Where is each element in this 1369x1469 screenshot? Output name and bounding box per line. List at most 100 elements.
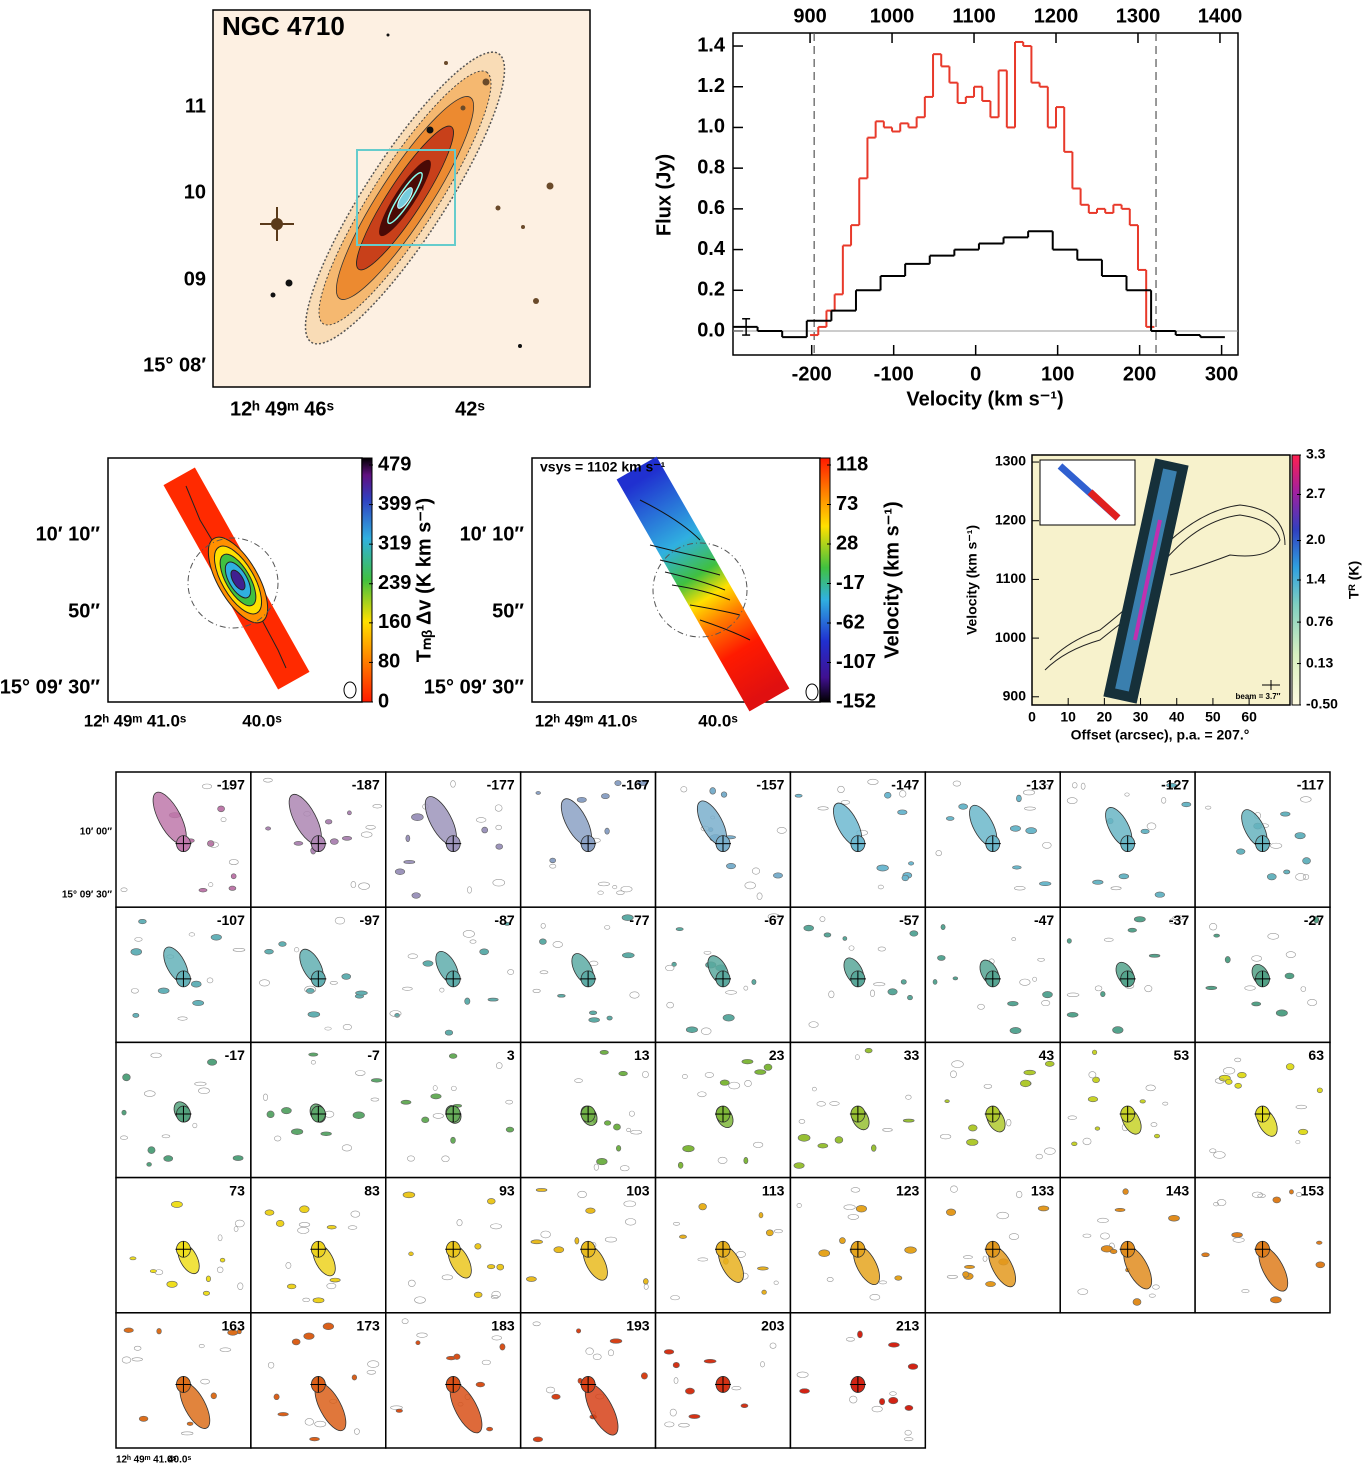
noise-contour <box>274 1135 282 1142</box>
noise-contour <box>202 1290 210 1296</box>
y-tick-label: 1.4 <box>697 34 726 56</box>
noise-contour <box>1241 1289 1250 1294</box>
noise-contour <box>878 1280 887 1285</box>
noise-contour <box>1315 1261 1326 1269</box>
channel-panel: -7 <box>250 1041 387 1179</box>
noise-contour <box>496 1263 505 1271</box>
channel-label: -187 <box>352 777 380 793</box>
x-tick-label: 20 <box>1097 709 1113 725</box>
noise-contour <box>490 1223 502 1230</box>
noise-contour <box>796 1203 802 1208</box>
noise-contour <box>1285 1063 1295 1071</box>
noise-contour <box>873 982 886 987</box>
noise-contour <box>192 1122 198 1129</box>
noise-contour <box>1270 842 1283 849</box>
noise-contour <box>946 1274 958 1279</box>
noise-contour <box>769 1342 777 1349</box>
noise-contour <box>1209 1148 1217 1154</box>
noise-contour <box>469 939 477 944</box>
noise-contour <box>593 1163 599 1171</box>
noise-contour <box>1016 794 1022 803</box>
noise-contour <box>597 881 610 887</box>
noise-contour <box>265 826 272 831</box>
channel-label: 173 <box>356 1318 380 1334</box>
noise-contour <box>403 860 416 864</box>
noise-contour <box>401 1318 409 1325</box>
channel-label: 73 <box>229 1182 245 1198</box>
noise-contour <box>259 979 270 987</box>
y-tick-label: 0.2 <box>697 279 725 301</box>
noise-contour <box>530 1239 543 1245</box>
noise-contour <box>1044 1060 1055 1067</box>
x-tick-label: 100 <box>1041 363 1074 385</box>
noise-contour <box>743 985 749 991</box>
noise-contour <box>616 890 625 895</box>
noise-contour <box>496 1062 503 1070</box>
channel-label: -157 <box>756 777 784 793</box>
noise-contour <box>1144 985 1153 993</box>
noise-contour <box>1066 797 1078 804</box>
channel-label: 143 <box>1166 1182 1190 1198</box>
noise-contour <box>618 1071 628 1077</box>
noise-contour <box>194 1081 207 1086</box>
noise-contour <box>888 1342 900 1348</box>
noise-contour <box>1201 1252 1210 1258</box>
channel-panel: -117 <box>1194 771 1331 908</box>
y-tick-label: 0.0 <box>697 319 725 341</box>
noise-contour <box>985 1281 996 1287</box>
noise-contour <box>1127 927 1137 933</box>
noise-contour <box>589 1010 598 1016</box>
noise-contour <box>1100 1232 1110 1240</box>
y-tick-label: 1.2 <box>697 75 725 97</box>
noise-contour <box>495 824 502 831</box>
noise-contour <box>1082 1233 1092 1238</box>
channel-label: -7 <box>367 1047 380 1063</box>
noise-contour <box>275 1219 285 1227</box>
noise-contour <box>198 1087 210 1095</box>
noise-contour <box>138 918 147 925</box>
noise-contour <box>285 1262 292 1269</box>
noise-contour <box>475 1381 486 1388</box>
noise-contour <box>540 1230 551 1239</box>
noise-contour <box>940 1133 952 1140</box>
noise-contour <box>123 1327 134 1333</box>
channel-label: -117 <box>1297 777 1324 793</box>
y-tick-label: 1.0 <box>697 116 725 138</box>
noise-contour <box>753 1141 764 1148</box>
noise-contour <box>491 1335 503 1341</box>
noise-contour <box>1251 1001 1262 1007</box>
noise-contour <box>120 887 128 892</box>
channel-panel: -177 <box>385 771 522 908</box>
channel-label: 193 <box>626 1318 650 1334</box>
noise-contour <box>220 817 227 822</box>
noise-contour <box>904 1404 914 1411</box>
noise-contour <box>1161 797 1167 804</box>
noise-contour <box>394 868 406 875</box>
channel-label: -17 <box>225 1047 245 1063</box>
noise-contour <box>773 1229 783 1234</box>
channel-panel: -17 <box>115 1041 252 1179</box>
noise-contour <box>492 878 506 887</box>
noise-contour <box>372 804 383 809</box>
noise-contour <box>951 1060 964 1068</box>
noise-contour <box>950 1185 958 1193</box>
y-tick-label: 15° 08′ <box>143 354 206 376</box>
noise-contour <box>1275 1009 1288 1017</box>
noise-contour <box>1019 978 1031 986</box>
channel-panel: 203 <box>654 1312 792 1449</box>
noise-contour <box>303 1332 315 1340</box>
noise-contour <box>208 882 214 887</box>
channel-label: -77 <box>629 912 649 928</box>
noise-contour <box>347 1225 358 1230</box>
channel-panel: 183 <box>385 1312 522 1449</box>
noise-contour <box>828 990 835 999</box>
noise-contour <box>304 985 317 994</box>
noise-contour <box>817 806 829 811</box>
noise-contour <box>901 874 909 882</box>
channel-panel: -107 <box>115 906 252 1044</box>
noise-contour <box>944 1099 950 1103</box>
noise-contour <box>505 1099 514 1105</box>
noise-contour <box>371 1078 383 1083</box>
x-tick-label: 40 <box>1169 709 1185 725</box>
noise-contour <box>157 987 170 994</box>
